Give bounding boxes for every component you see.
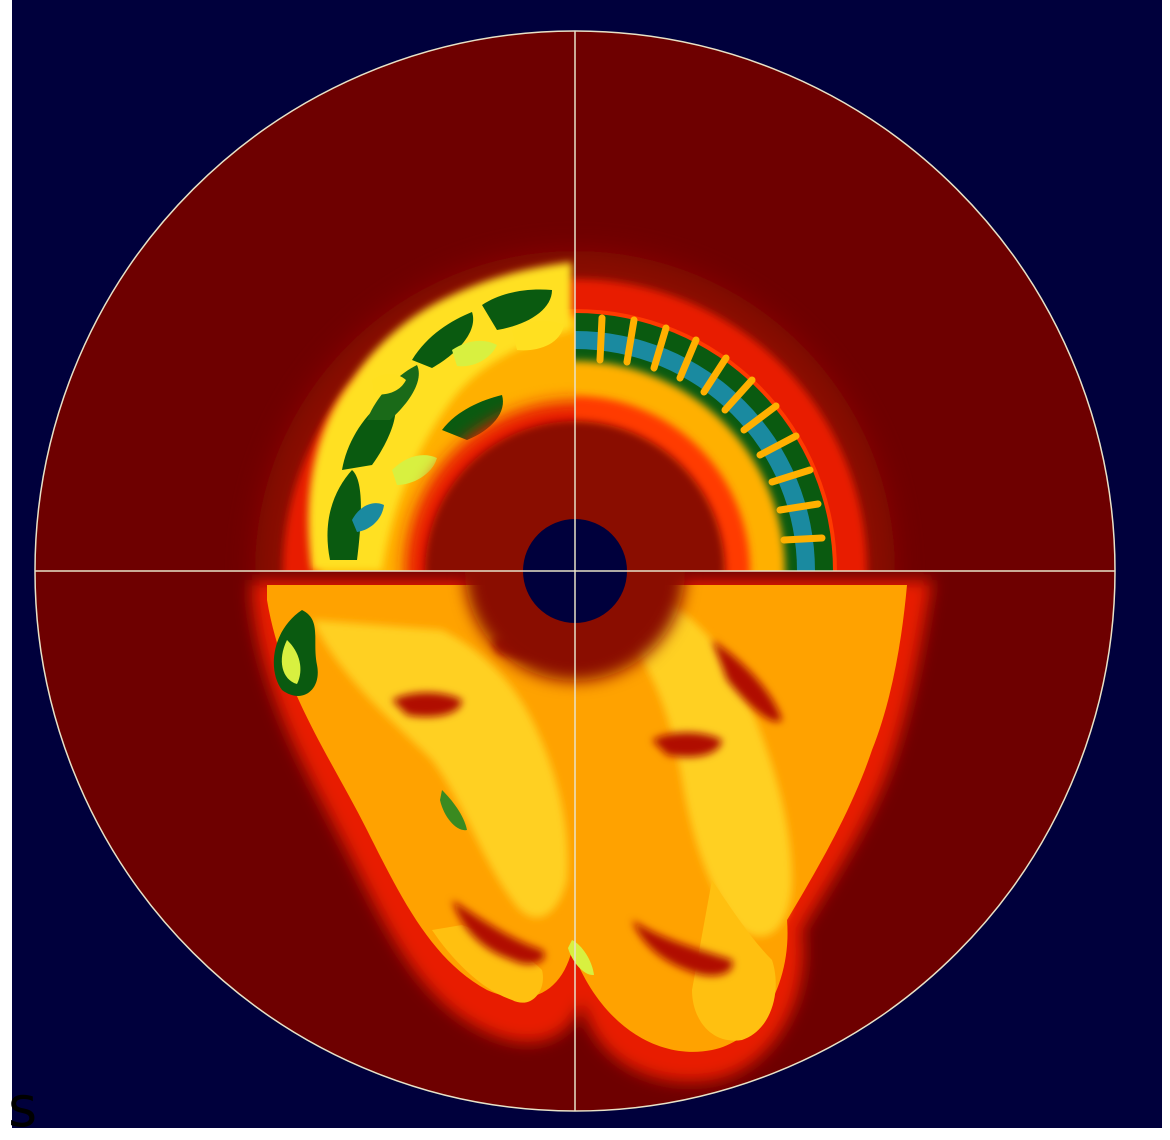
simulation-frame: s <box>8 0 1162 1138</box>
upper-left-turbulence <box>308 262 575 571</box>
lower-plumes <box>252 571 932 1082</box>
upper-right-fingers <box>575 313 833 571</box>
upper-shell <box>255 251 895 571</box>
simulation-image <box>12 0 1162 1128</box>
edge-letter: s <box>8 1075 38 1140</box>
